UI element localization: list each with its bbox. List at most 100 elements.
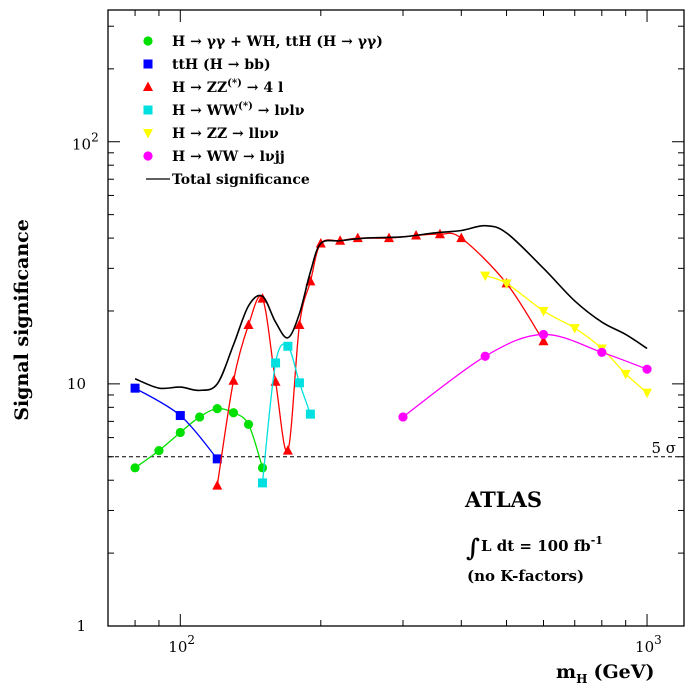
plot-frame-group — [107, 9, 685, 627]
legend-label-part: WW — [206, 149, 239, 165]
legend-item: ttH (H → bb) — [143, 57, 271, 73]
legend-item: Total significance — [146, 172, 310, 188]
plot-frame — [107, 9, 685, 627]
annotation-box: ATLAS ∫ L dt = 100 fb-1 (no K-factors) — [464, 487, 603, 585]
legend-label-part: lνjj — [260, 149, 285, 165]
data-point — [212, 404, 222, 414]
y-tick-label: 1 — [76, 617, 86, 635]
data-point — [243, 419, 254, 430]
legend-item: H → WW → lνjj — [143, 149, 285, 165]
legend-label-part: H — [172, 149, 185, 165]
legend-label-part: → — [238, 149, 259, 165]
legend-label: ttH (H → bb) — [172, 57, 271, 73]
legend-label-part: 4 l — [263, 80, 283, 96]
legend-label-part: → — [185, 34, 206, 50]
legend-label-part: H — [172, 80, 185, 96]
data-point — [434, 228, 445, 239]
series-line — [402, 333, 648, 418]
legend-label-part: ZZ — [207, 80, 227, 96]
legend-item: H → γγ + WH, ttH (H → γγ) — [143, 34, 383, 50]
tick-exponent: 3 — [654, 633, 662, 647]
five-sigma-label: 5 σ — [651, 439, 676, 457]
legend-marker — [143, 36, 153, 46]
data-point — [480, 271, 491, 282]
data-point — [212, 454, 222, 464]
data-point — [538, 335, 549, 346]
legend-label: H → ZZ(*) → 4 l — [172, 78, 283, 96]
legend-label-part: ttH (H — [172, 57, 223, 73]
legend-item: H → WW(*) → lνlν — [143, 101, 305, 119]
series-line — [261, 343, 312, 483]
legend-label-part: → — [185, 103, 206, 119]
legend-label: Total significance — [172, 172, 310, 188]
legend-marker — [143, 151, 153, 161]
luminosity-text: L dt = 100 fb — [481, 537, 591, 555]
data-point — [283, 341, 293, 351]
legend-label-part: H — [172, 103, 185, 119]
luminosity-exponent: -1 — [591, 534, 603, 547]
data-point — [569, 324, 580, 334]
series-6 — [134, 224, 648, 392]
legend-label-part: γγ — [207, 34, 226, 50]
legend-label: H → ZZ → llνν — [172, 126, 279, 142]
x-axis-title: mH (GeV) — [556, 661, 655, 686]
legend-label-part: → — [185, 80, 206, 96]
reference-line-group: 5 σ — [108, 439, 684, 458]
legend-label-part: llνν — [249, 126, 279, 142]
y-tick-label: 10 — [67, 375, 86, 393]
legend-label-part: → — [336, 34, 357, 50]
data-point — [456, 232, 467, 243]
data-point — [642, 364, 652, 374]
legend-label-part: (*) — [227, 78, 242, 89]
legend-marker — [143, 59, 153, 69]
legend-label-part: H — [172, 126, 185, 142]
legend-label-part: → — [223, 57, 244, 73]
data-point — [294, 378, 304, 388]
data-point — [175, 427, 185, 438]
data-point — [130, 463, 140, 473]
legend-marker — [143, 81, 153, 91]
tick-base: 10 — [168, 638, 187, 656]
legend-label-part: WH, ttH (H — [242, 34, 336, 50]
legend-label-part: lνlν — [274, 103, 304, 119]
legend-label: H → WW → lνjj — [172, 149, 285, 165]
data-point — [501, 279, 512, 289]
legend-label-part: bb) — [244, 57, 270, 73]
no-k-factors-note: (no K-factors) — [467, 567, 584, 585]
tick-base: 10 — [72, 136, 91, 154]
data-point — [620, 369, 631, 380]
data-point — [398, 412, 408, 422]
legend-label-part: → — [258, 103, 275, 119]
series-0 — [130, 404, 268, 473]
legend-label-part: H — [172, 34, 185, 50]
legend-label-part: (*) — [238, 101, 253, 112]
legend-label-part: γγ) — [358, 34, 383, 50]
data-point — [271, 358, 281, 368]
legend-label-part: ZZ — [207, 126, 227, 142]
data-point — [154, 446, 164, 456]
x-axis-symbol: m — [556, 661, 576, 683]
data-point — [597, 347, 607, 357]
series-2 — [212, 228, 549, 490]
data-point — [257, 463, 268, 473]
series-1 — [130, 383, 222, 464]
data-point — [195, 412, 205, 422]
legend-marker — [143, 129, 153, 139]
tick-base: 10 — [635, 638, 654, 656]
series-line — [134, 387, 218, 460]
total-significance-line — [134, 224, 648, 392]
data-point — [228, 375, 239, 385]
data-point — [294, 319, 305, 330]
data-point — [305, 409, 315, 419]
series-layer — [130, 224, 653, 490]
series-5 — [398, 329, 652, 422]
x-axis-subscript: H — [576, 672, 587, 686]
luminosity-label: L dt = 100 fb-1 — [481, 534, 603, 555]
data-point — [282, 445, 293, 455]
legend-label-part: → — [185, 126, 206, 142]
data-point — [257, 478, 267, 488]
data-point — [175, 411, 185, 421]
integral-symbol: ∫ — [466, 533, 480, 562]
tick-exponent: 2 — [91, 131, 99, 145]
